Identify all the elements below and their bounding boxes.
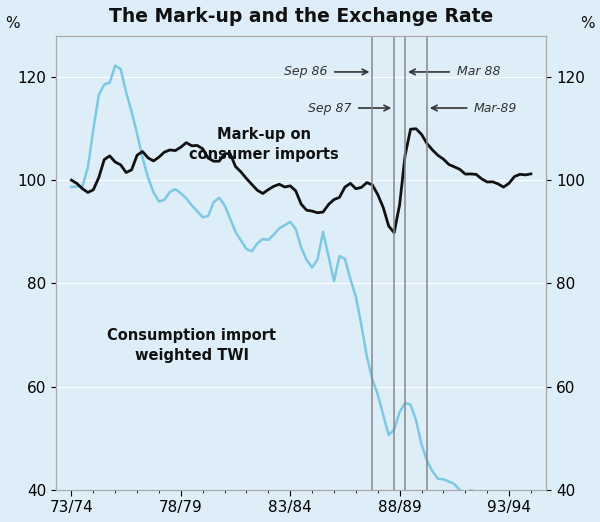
Text: Mar 88: Mar 88 xyxy=(457,65,500,78)
Title: The Mark-up and the Exchange Rate: The Mark-up and the Exchange Rate xyxy=(109,7,493,26)
Text: Consumption import
weighted TWI: Consumption import weighted TWI xyxy=(107,328,276,363)
Text: Sep 86: Sep 86 xyxy=(284,65,328,78)
Text: Mar-89: Mar-89 xyxy=(474,102,517,114)
Text: %: % xyxy=(5,16,19,31)
Text: Mark-up on
consumer imports: Mark-up on consumer imports xyxy=(189,127,339,161)
Text: %: % xyxy=(581,16,595,31)
Text: Sep 87: Sep 87 xyxy=(308,102,352,114)
